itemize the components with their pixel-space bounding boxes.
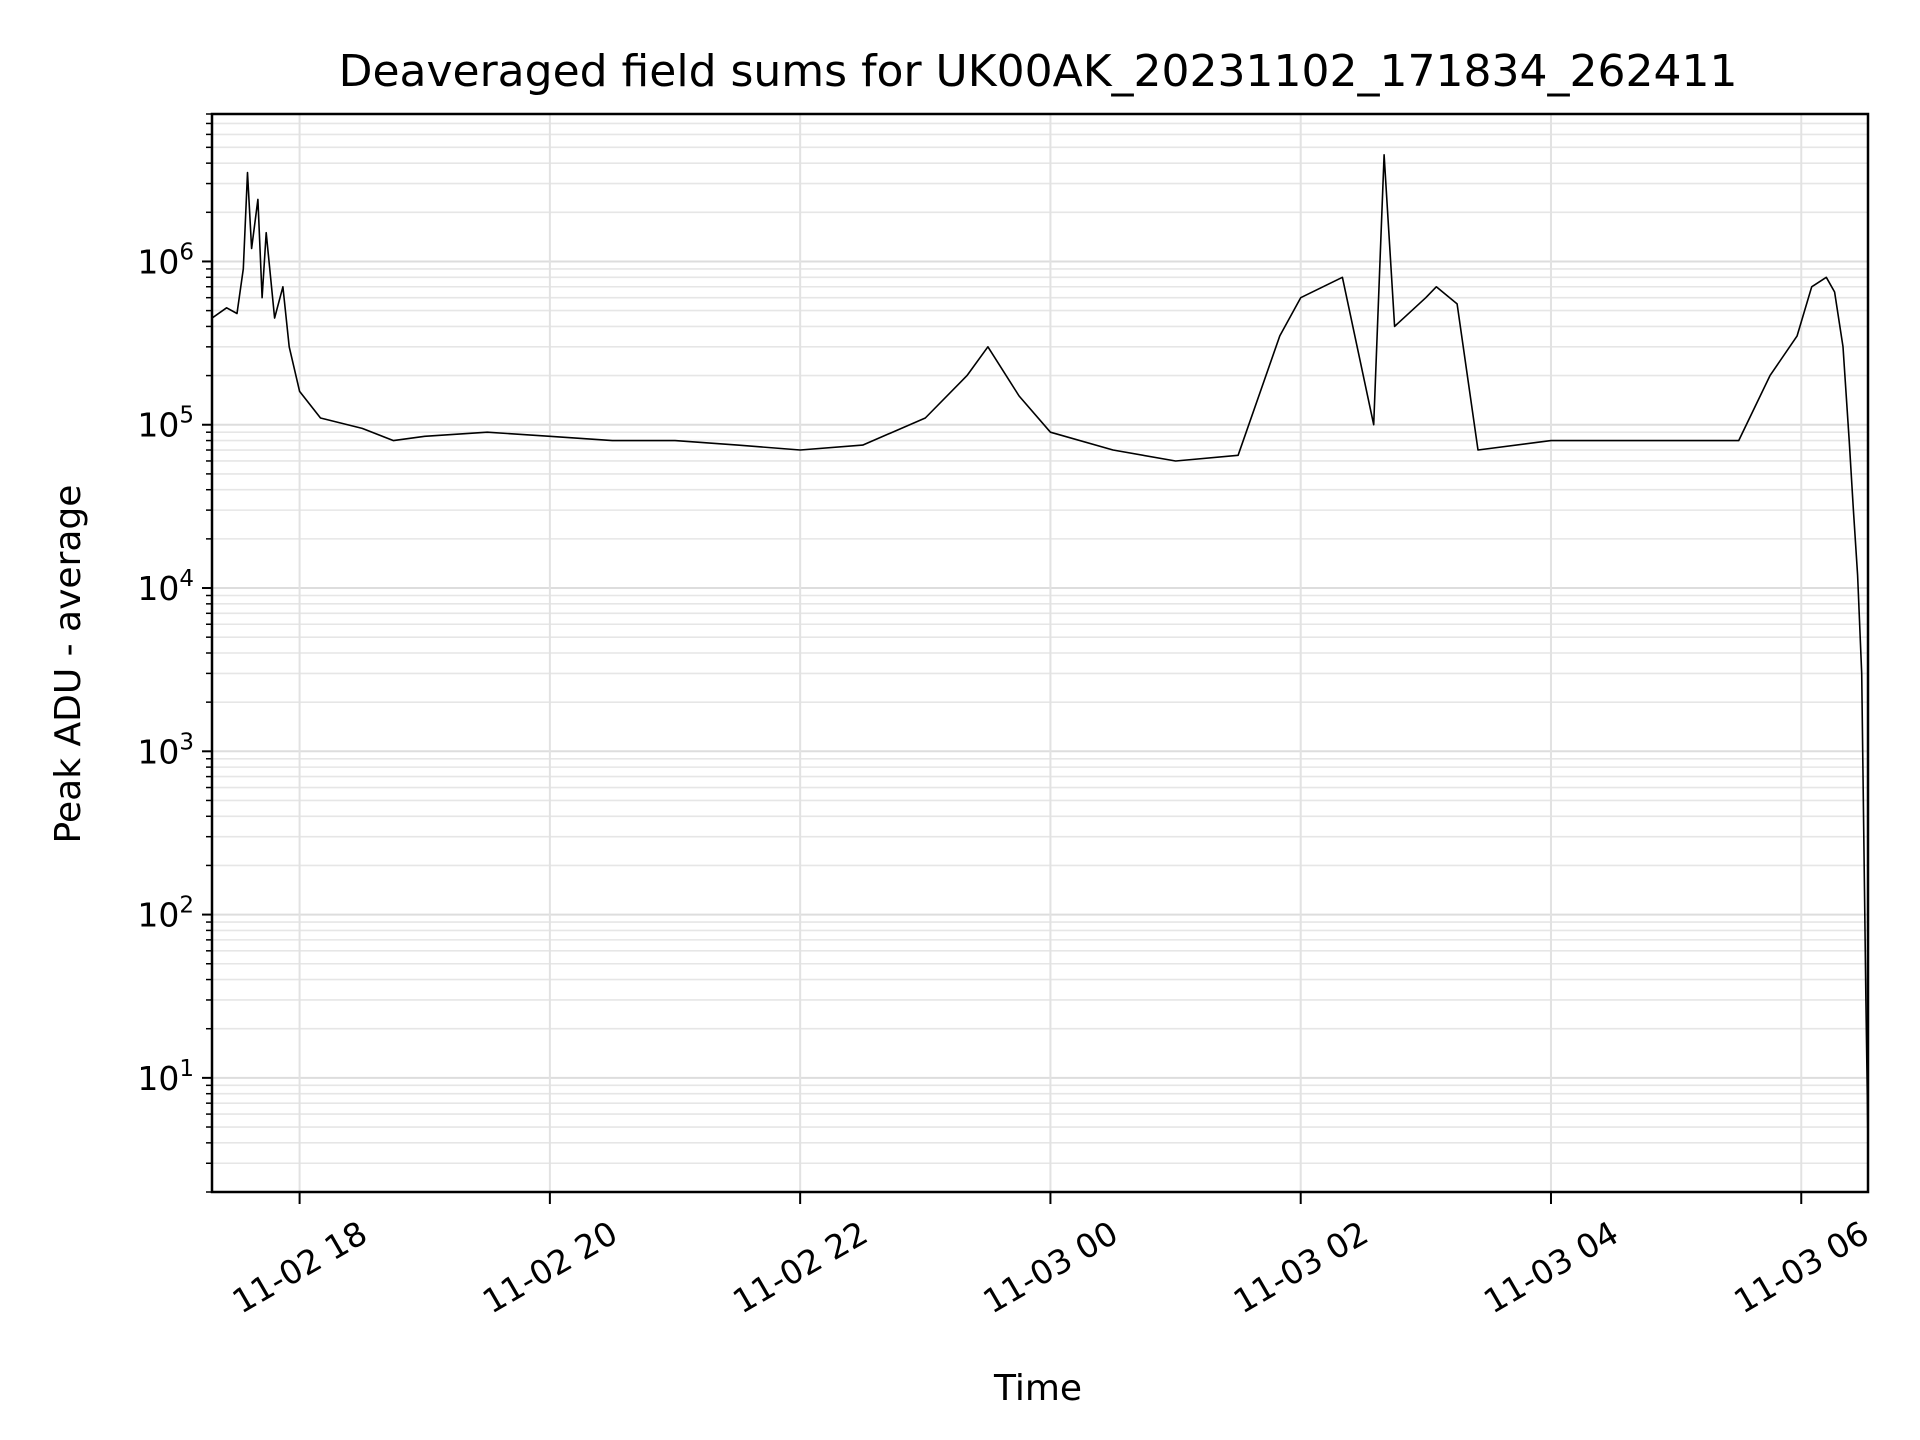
y-tick-base: 10 bbox=[137, 569, 179, 608]
y-tick-base: 10 bbox=[137, 732, 179, 771]
y-axis-label: Peak ADU - average bbox=[48, 485, 89, 844]
y-tick-exponent: 6 bbox=[179, 239, 194, 265]
y-tick-label: 102 bbox=[137, 893, 194, 935]
y-tick-label: 106 bbox=[137, 239, 194, 281]
y-tick-exponent: 1 bbox=[179, 1056, 194, 1082]
y-tick-label: 103 bbox=[137, 729, 194, 771]
y-tick-exponent: 4 bbox=[179, 566, 194, 592]
series-line bbox=[212, 154, 1868, 1143]
y-tick-label: 101 bbox=[137, 1056, 194, 1098]
y-tick-base: 10 bbox=[137, 406, 179, 445]
y-tick-label: 105 bbox=[137, 403, 194, 445]
data-series-0 bbox=[212, 154, 1868, 1143]
chart-title: Deaveraged field sums for UK00AK_2023110… bbox=[339, 46, 1738, 97]
x-axis-label: Time bbox=[993, 1368, 1082, 1409]
y-tick-exponent: 2 bbox=[179, 893, 194, 919]
y-tick-base: 10 bbox=[137, 896, 179, 935]
y-tick-base: 10 bbox=[137, 1059, 179, 1098]
y-tick-exponent: 5 bbox=[179, 403, 194, 429]
y-tick-base: 10 bbox=[137, 242, 179, 281]
y-tick-label: 104 bbox=[137, 566, 194, 608]
y-tick-exponent: 3 bbox=[179, 729, 194, 755]
